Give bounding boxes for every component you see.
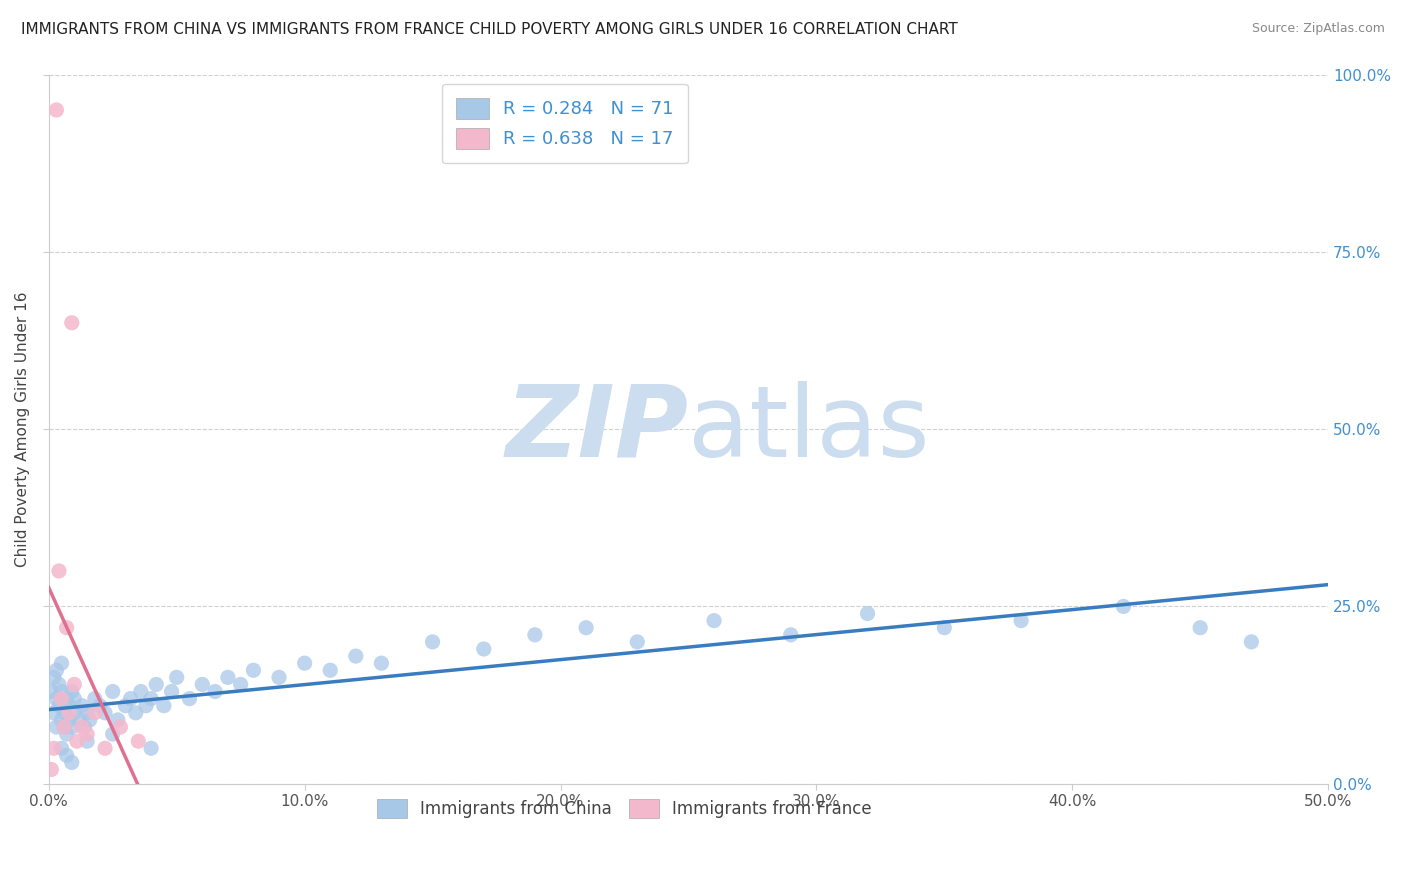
Point <box>191 677 214 691</box>
Point <box>472 642 495 657</box>
Point <box>779 628 801 642</box>
Legend: Immigrants from China, Immigrants from France: Immigrants from China, Immigrants from F… <box>370 792 879 825</box>
Point <box>626 635 648 649</box>
Point <box>934 621 956 635</box>
Point <box>153 698 176 713</box>
Point <box>114 698 136 713</box>
Point <box>1240 635 1263 649</box>
Point <box>51 691 73 706</box>
Point <box>217 670 239 684</box>
Point <box>83 706 105 720</box>
Point <box>76 734 98 748</box>
Point <box>204 684 226 698</box>
Point <box>63 706 86 720</box>
Point <box>107 713 129 727</box>
Point <box>294 656 316 670</box>
Point <box>70 698 93 713</box>
Point <box>48 677 70 691</box>
Point <box>1112 599 1135 614</box>
Text: IMMIGRANTS FROM CHINA VS IMMIGRANTS FROM FRANCE CHILD POVERTY AMONG GIRLS UNDER : IMMIGRANTS FROM CHINA VS IMMIGRANTS FROM… <box>21 22 957 37</box>
Point <box>51 656 73 670</box>
Point <box>60 684 83 698</box>
Point <box>60 720 83 734</box>
Point <box>139 741 162 756</box>
Point <box>575 621 598 635</box>
Point <box>53 706 76 720</box>
Point <box>55 621 77 635</box>
Point <box>39 684 62 698</box>
Point <box>53 720 76 734</box>
Point <box>58 713 80 727</box>
Point <box>58 706 80 720</box>
Point <box>51 684 73 698</box>
Point <box>45 720 67 734</box>
Point <box>110 720 132 734</box>
Point <box>319 663 342 677</box>
Point <box>145 677 167 691</box>
Point <box>229 677 252 691</box>
Point <box>63 691 86 706</box>
Point <box>73 720 96 734</box>
Point <box>42 670 65 684</box>
Point <box>60 316 83 330</box>
Point <box>76 706 98 720</box>
Point <box>55 691 77 706</box>
Point <box>166 670 188 684</box>
Point <box>51 713 73 727</box>
Point <box>63 677 86 691</box>
Point <box>83 691 105 706</box>
Point <box>422 635 444 649</box>
Point <box>55 748 77 763</box>
Point <box>160 684 183 698</box>
Point <box>58 698 80 713</box>
Point <box>45 103 67 117</box>
Point <box>55 727 77 741</box>
Text: ZIP: ZIP <box>505 381 689 477</box>
Point <box>45 691 67 706</box>
Point <box>79 713 101 727</box>
Point <box>94 706 117 720</box>
Point <box>48 564 70 578</box>
Text: Source: ZipAtlas.com: Source: ZipAtlas.com <box>1251 22 1385 36</box>
Point <box>125 706 148 720</box>
Point <box>60 756 83 770</box>
Point <box>42 706 65 720</box>
Point <box>1010 614 1032 628</box>
Point <box>45 663 67 677</box>
Point <box>53 720 76 734</box>
Point <box>856 607 879 621</box>
Point <box>370 656 392 670</box>
Point <box>344 649 367 664</box>
Point <box>94 741 117 756</box>
Point <box>51 741 73 756</box>
Point <box>39 763 62 777</box>
Point <box>703 614 725 628</box>
Point <box>127 734 149 748</box>
Point <box>101 727 124 741</box>
Point <box>69 713 91 727</box>
Y-axis label: Child Poverty Among Girls Under 16: Child Poverty Among Girls Under 16 <box>15 292 30 567</box>
Point <box>242 663 264 677</box>
Point <box>1189 621 1212 635</box>
Point <box>70 720 93 734</box>
Point <box>139 691 162 706</box>
Point <box>523 628 546 642</box>
Point <box>48 698 70 713</box>
Point <box>101 684 124 698</box>
Point <box>66 734 89 748</box>
Point <box>76 727 98 741</box>
Point <box>120 691 142 706</box>
Point <box>267 670 290 684</box>
Text: atlas: atlas <box>689 381 931 477</box>
Point <box>129 684 152 698</box>
Point <box>135 698 157 713</box>
Point <box>89 698 111 713</box>
Point <box>42 741 65 756</box>
Point <box>179 691 201 706</box>
